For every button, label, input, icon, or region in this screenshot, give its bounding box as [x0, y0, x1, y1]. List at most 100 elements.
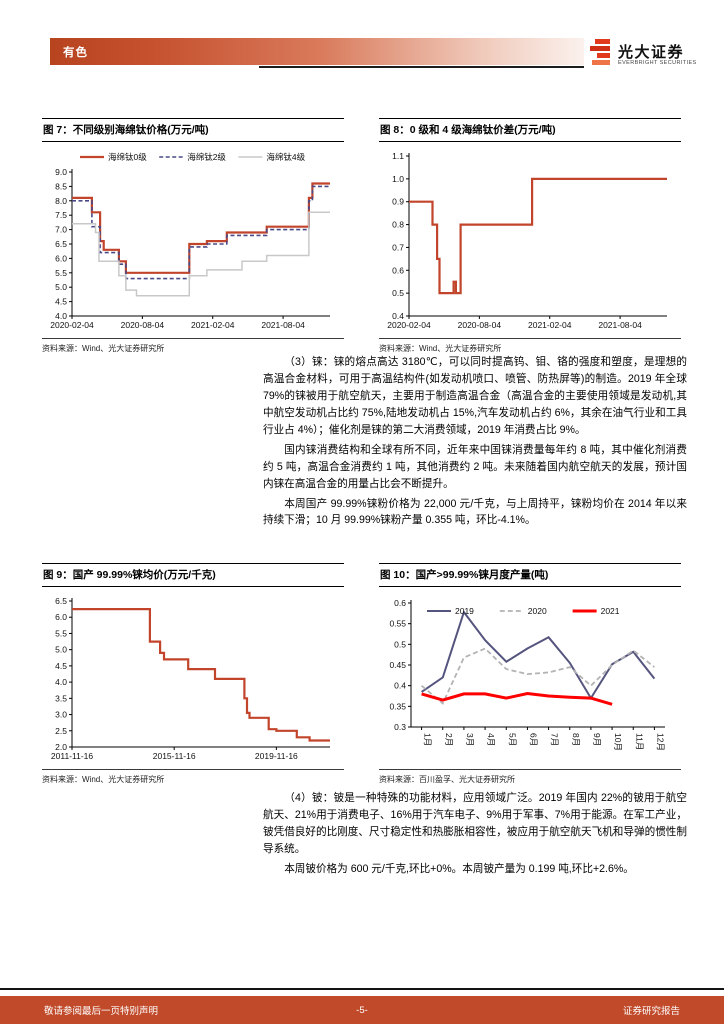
svg-text:2020-02-04: 2020-02-04: [50, 320, 94, 330]
svg-text:10月: 10月: [613, 733, 623, 751]
svg-text:12月: 12月: [655, 733, 665, 751]
svg-text:8.0: 8.0: [55, 196, 67, 206]
svg-text:4.0: 4.0: [55, 311, 67, 321]
figure-row-1: 图 7：不同级别海绵钛价格(万元/吨) 4.0 4.5 5.0 5.5 6.0 6.5 7.…: [42, 118, 682, 354]
svg-text:2021-08-04: 2021-08-04: [598, 320, 642, 330]
brand-subtitle: EVERBRIGHT SECURITIES: [618, 60, 697, 67]
svg-text:3月: 3月: [465, 733, 475, 746]
rhenium-output-chart: 0.3 0.35 0.4 0.45 0.5 0.55 0.6 1月 2月 3月 4月 5月 6月 7月 8月…: [379, 587, 681, 769]
figure-8: 图 8：0 级和 4 级海绵钛价差(万元/吨) 0.4 0.5 0.6 0.7 0.8 0…: [379, 118, 681, 354]
svg-text:1.0: 1.0: [392, 174, 404, 184]
svg-text:0.8: 0.8: [392, 220, 404, 230]
body-paragraph: （3）铼：铼的熔点高达 3180℃，可以同时提高钨、钼、铬的强度和塑度，是理想的…: [263, 356, 687, 436]
svg-text:1月: 1月: [423, 733, 433, 746]
page-number: -5-: [356, 1004, 368, 1016]
svg-text:0.7: 0.7: [392, 242, 404, 252]
svg-text:5.5: 5.5: [55, 268, 67, 278]
svg-text:0.9: 0.9: [392, 197, 404, 207]
sponge-titanium-price-chart: 4.0 4.5 5.0 5.5 6.0 6.5 7.0 7.5 8.0 8.5 9.0 2020-02…: [42, 142, 344, 338]
figure-9-source: 资料来源：Wind、光大证券研究所: [42, 769, 344, 785]
svg-text:0.5: 0.5: [392, 288, 404, 298]
svg-text:6.0: 6.0: [55, 253, 67, 263]
svg-text:0.55: 0.55: [389, 619, 406, 629]
figure-row-2: 图 9：国产 99.99%铼均价(万元/千克) 2.0 2.5 3.0 3.5 4.0 4…: [42, 563, 682, 785]
svg-text:2011-11-16: 2011-11-16: [51, 751, 93, 761]
svg-text:7.5: 7.5: [55, 210, 67, 220]
svg-text:5.5: 5.5: [55, 628, 67, 638]
svg-text:0.4: 0.4: [394, 681, 406, 691]
svg-text:5.0: 5.0: [55, 645, 67, 655]
svg-text:6.5: 6.5: [55, 596, 67, 606]
figure-9-title: 图 9：国产 99.99%铼均价(万元/千克): [42, 563, 344, 587]
svg-text:1.1: 1.1: [392, 151, 404, 161]
svg-text:5.0: 5.0: [55, 282, 67, 292]
rhenium-price-chart: 2.0 2.5 3.0 3.5 4.0 4.5 5.0 5.5 6.0 6.5 2011-11-16…: [42, 587, 344, 769]
svg-text:9月: 9月: [592, 733, 602, 746]
figure-7: 图 7：不同级别海绵钛价格(万元/吨) 4.0 4.5 5.0 5.5 6.0 6.5 7.…: [42, 118, 344, 354]
figure-8-title: 图 8：0 级和 4 级海绵钛价差(万元/吨): [379, 118, 681, 142]
figure-10-source: 资料来源：百川盈孚、光大证券研究所: [379, 769, 681, 785]
svg-text:2021-02-04: 2021-02-04: [191, 320, 235, 330]
svg-text:0.4: 0.4: [392, 311, 404, 321]
figure-10-title: 图 10：国产>99.99%铼月度产量(吨): [379, 563, 681, 587]
svg-text:0.45: 0.45: [389, 660, 406, 670]
svg-text:2021-08-04: 2021-08-04: [261, 320, 305, 330]
body-text-rhenium: （3）铼：铼的熔点高达 3180℃，可以同时提高钨、钼、铬的强度和塑度，是理想的…: [263, 354, 687, 532]
svg-text:0.3: 0.3: [394, 722, 406, 732]
footer-disclaimer: 敬请参阅最后一页特别声明: [44, 1006, 159, 1017]
body-paragraph: （4）铍：铍是一种特殊的功能材料，应用领域广泛。2019 年国内 22%的铍用于…: [263, 792, 687, 855]
svg-text:2021: 2021: [601, 606, 620, 616]
svg-text:0.6: 0.6: [394, 598, 406, 608]
svg-text:6月: 6月: [528, 733, 538, 746]
svg-text:2月: 2月: [444, 733, 454, 746]
body-paragraph: 本周国产 99.99%铼粉价格为 22,000 元/千克，与上周持平，铼粉均价在…: [263, 497, 687, 527]
brand-name: 光大证券: [618, 43, 685, 61]
svg-text:2021-02-04: 2021-02-04: [528, 320, 572, 330]
svg-text:0.35: 0.35: [389, 701, 406, 711]
svg-text:2020-08-04: 2020-08-04: [121, 320, 165, 330]
titanium-price-spread-chart: 0.4 0.5 0.6 0.7 0.8 0.9 1.0 1.1 2020-02-04 2020-0…: [379, 142, 681, 338]
svg-text:4月: 4月: [486, 733, 496, 746]
svg-text:11月: 11月: [634, 733, 644, 750]
svg-text:4.5: 4.5: [55, 297, 67, 307]
svg-text:3.0: 3.0: [55, 710, 67, 720]
svg-text:4.0: 4.0: [55, 677, 67, 687]
svg-text:6.5: 6.5: [55, 239, 67, 249]
figure-8-source: 资料来源：Wind、光大证券研究所: [379, 338, 681, 354]
body-paragraph: 本周铍价格为 600 元/千克,环比+0%。本周铍产量为 0.199 吨,环比+…: [284, 862, 634, 875]
svg-text:海绵钛4级: 海绵钛4级: [266, 152, 305, 162]
svg-text:2020-08-04: 2020-08-04: [458, 320, 502, 330]
svg-text:2.5: 2.5: [55, 726, 67, 736]
svg-text:2020: 2020: [528, 606, 547, 616]
svg-text:海绵钛2级: 海绵钛2级: [187, 152, 226, 162]
svg-text:7.0: 7.0: [55, 225, 67, 235]
everbright-logo-icon: [588, 38, 612, 73]
svg-text:2019: 2019: [455, 606, 474, 616]
figure-9: 图 9：国产 99.99%铼均价(万元/千克) 2.0 2.5 3.0 3.5 4.0 4…: [42, 563, 344, 785]
svg-text:0.6: 0.6: [392, 265, 404, 275]
svg-text:3.5: 3.5: [55, 693, 67, 703]
body-paragraph: 国内铼消费结构和全球有所不同，近年来中国铼消费量每年约 8 吨，其中催化剂消费约…: [263, 443, 687, 490]
svg-text:4.5: 4.5: [55, 661, 67, 671]
section-band: 有色: [50, 38, 650, 65]
header-divider: [259, 66, 697, 68]
figure-7-title: 图 7：不同级别海绵钛价格(万元/吨): [42, 118, 344, 142]
section-label: 有色: [63, 46, 88, 59]
svg-text:7月: 7月: [550, 733, 560, 746]
svg-text:5月: 5月: [507, 733, 517, 746]
figure-7-source: 资料来源：Wind、光大证券研究所: [42, 338, 344, 354]
body-text-beryllium: （4）铍：铍是一种特殊的功能材料，应用领域广泛。2019 年国内 22%的铍用于…: [263, 790, 687, 881]
svg-text:2019-11-16: 2019-11-16: [255, 751, 298, 761]
svg-text:8.5: 8.5: [55, 181, 67, 191]
footer-report-type: 证券研究报告: [622, 1006, 680, 1017]
svg-text:海绵钛0级: 海绵钛0级: [108, 152, 147, 162]
brand-logo: 光大证券 EVERBRIGHT SECURITIES: [584, 36, 701, 75]
svg-text:2020-02-04: 2020-02-04: [387, 320, 431, 330]
svg-text:2015-11-16: 2015-11-16: [153, 751, 196, 761]
svg-text:9.0: 9.0: [55, 167, 67, 177]
figure-10: 图 10：国产>99.99%铼月度产量(吨) 0.3 0.35 0.4 0.45 0.5…: [379, 563, 681, 785]
footer-divider: [0, 988, 724, 990]
svg-text:2.0: 2.0: [55, 742, 67, 752]
svg-text:6.0: 6.0: [55, 612, 67, 622]
